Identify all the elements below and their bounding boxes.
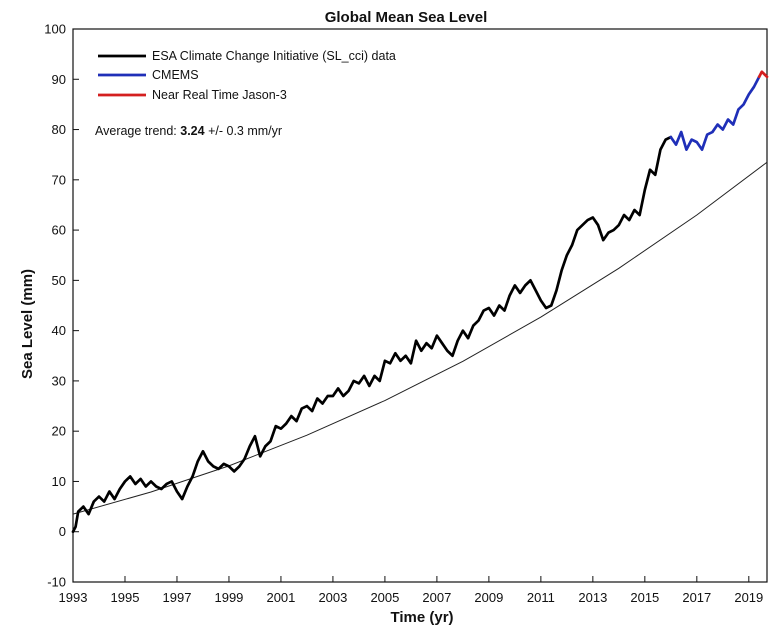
- y-tick-label: 90: [52, 72, 66, 87]
- legend-label-jason3: Near Real Time Jason-3: [152, 88, 287, 102]
- y-tick-label: 100: [44, 22, 66, 37]
- y-tick-label: 30: [52, 373, 66, 388]
- x-tick-label: 2007: [422, 590, 451, 605]
- x-tick-label: 2011: [527, 590, 555, 605]
- x-tick-label: 1999: [214, 590, 243, 605]
- legend: ESA Climate Change Initiative (SL_cci) d…: [98, 49, 396, 102]
- legend-label-esa-cci: ESA Climate Change Initiative (SL_cci) d…: [152, 49, 396, 63]
- chart-title: Global Mean Sea Level: [325, 9, 488, 26]
- series-layer: [71, 70, 769, 534]
- trend-annotation: Average trend: 3.24 +/- 0.3 mm/yr: [95, 124, 282, 138]
- series-line-2: [757, 70, 769, 79]
- y-tick-label: 40: [52, 323, 66, 338]
- x-tick-label: 2019: [734, 590, 763, 605]
- x-tick-label: 2003: [318, 590, 347, 605]
- y-tick-label: 60: [52, 223, 66, 238]
- series-line-1: [669, 75, 761, 151]
- x-tick-label: 1995: [111, 590, 140, 605]
- x-tick-label: 1997: [163, 590, 192, 605]
- trend-line: [72, 161, 768, 515]
- axes-layer: 1993 1995 1997 1999 2001 2003 2005 2007 2009 2011…: [44, 22, 763, 606]
- legend-label-cmems: CMEMS: [152, 68, 199, 82]
- y-tick-label: -10: [47, 575, 66, 590]
- y-tick-label: 0: [59, 524, 66, 539]
- plot-frame: [72, 28, 768, 583]
- x-axis-title: Time (yr): [390, 609, 453, 626]
- x-tick-label: 2015: [630, 590, 659, 605]
- x-tick-label: 2013: [578, 590, 607, 605]
- y-axis-title: Sea Level (mm): [19, 269, 36, 379]
- y-tick-label: 20: [52, 424, 66, 439]
- trend-value: 3.24: [180, 124, 204, 138]
- y-tick-label: 70: [52, 172, 66, 187]
- x-tick-label: 2017: [682, 590, 711, 605]
- y-tick-label: 80: [52, 122, 66, 137]
- x-tick-label: 1993: [59, 590, 88, 605]
- x-tick-label: 2001: [266, 590, 295, 605]
- y-tick-label: 50: [52, 273, 66, 288]
- series-line-0: [71, 135, 673, 534]
- y-tick-label: 10: [52, 474, 66, 489]
- x-tick-label: 2009: [474, 590, 503, 605]
- trend-prefix: Average trend:: [95, 124, 180, 138]
- trend-suffix: +/- 0.3 mm/yr: [208, 124, 282, 138]
- x-tick-label: 2005: [370, 590, 399, 605]
